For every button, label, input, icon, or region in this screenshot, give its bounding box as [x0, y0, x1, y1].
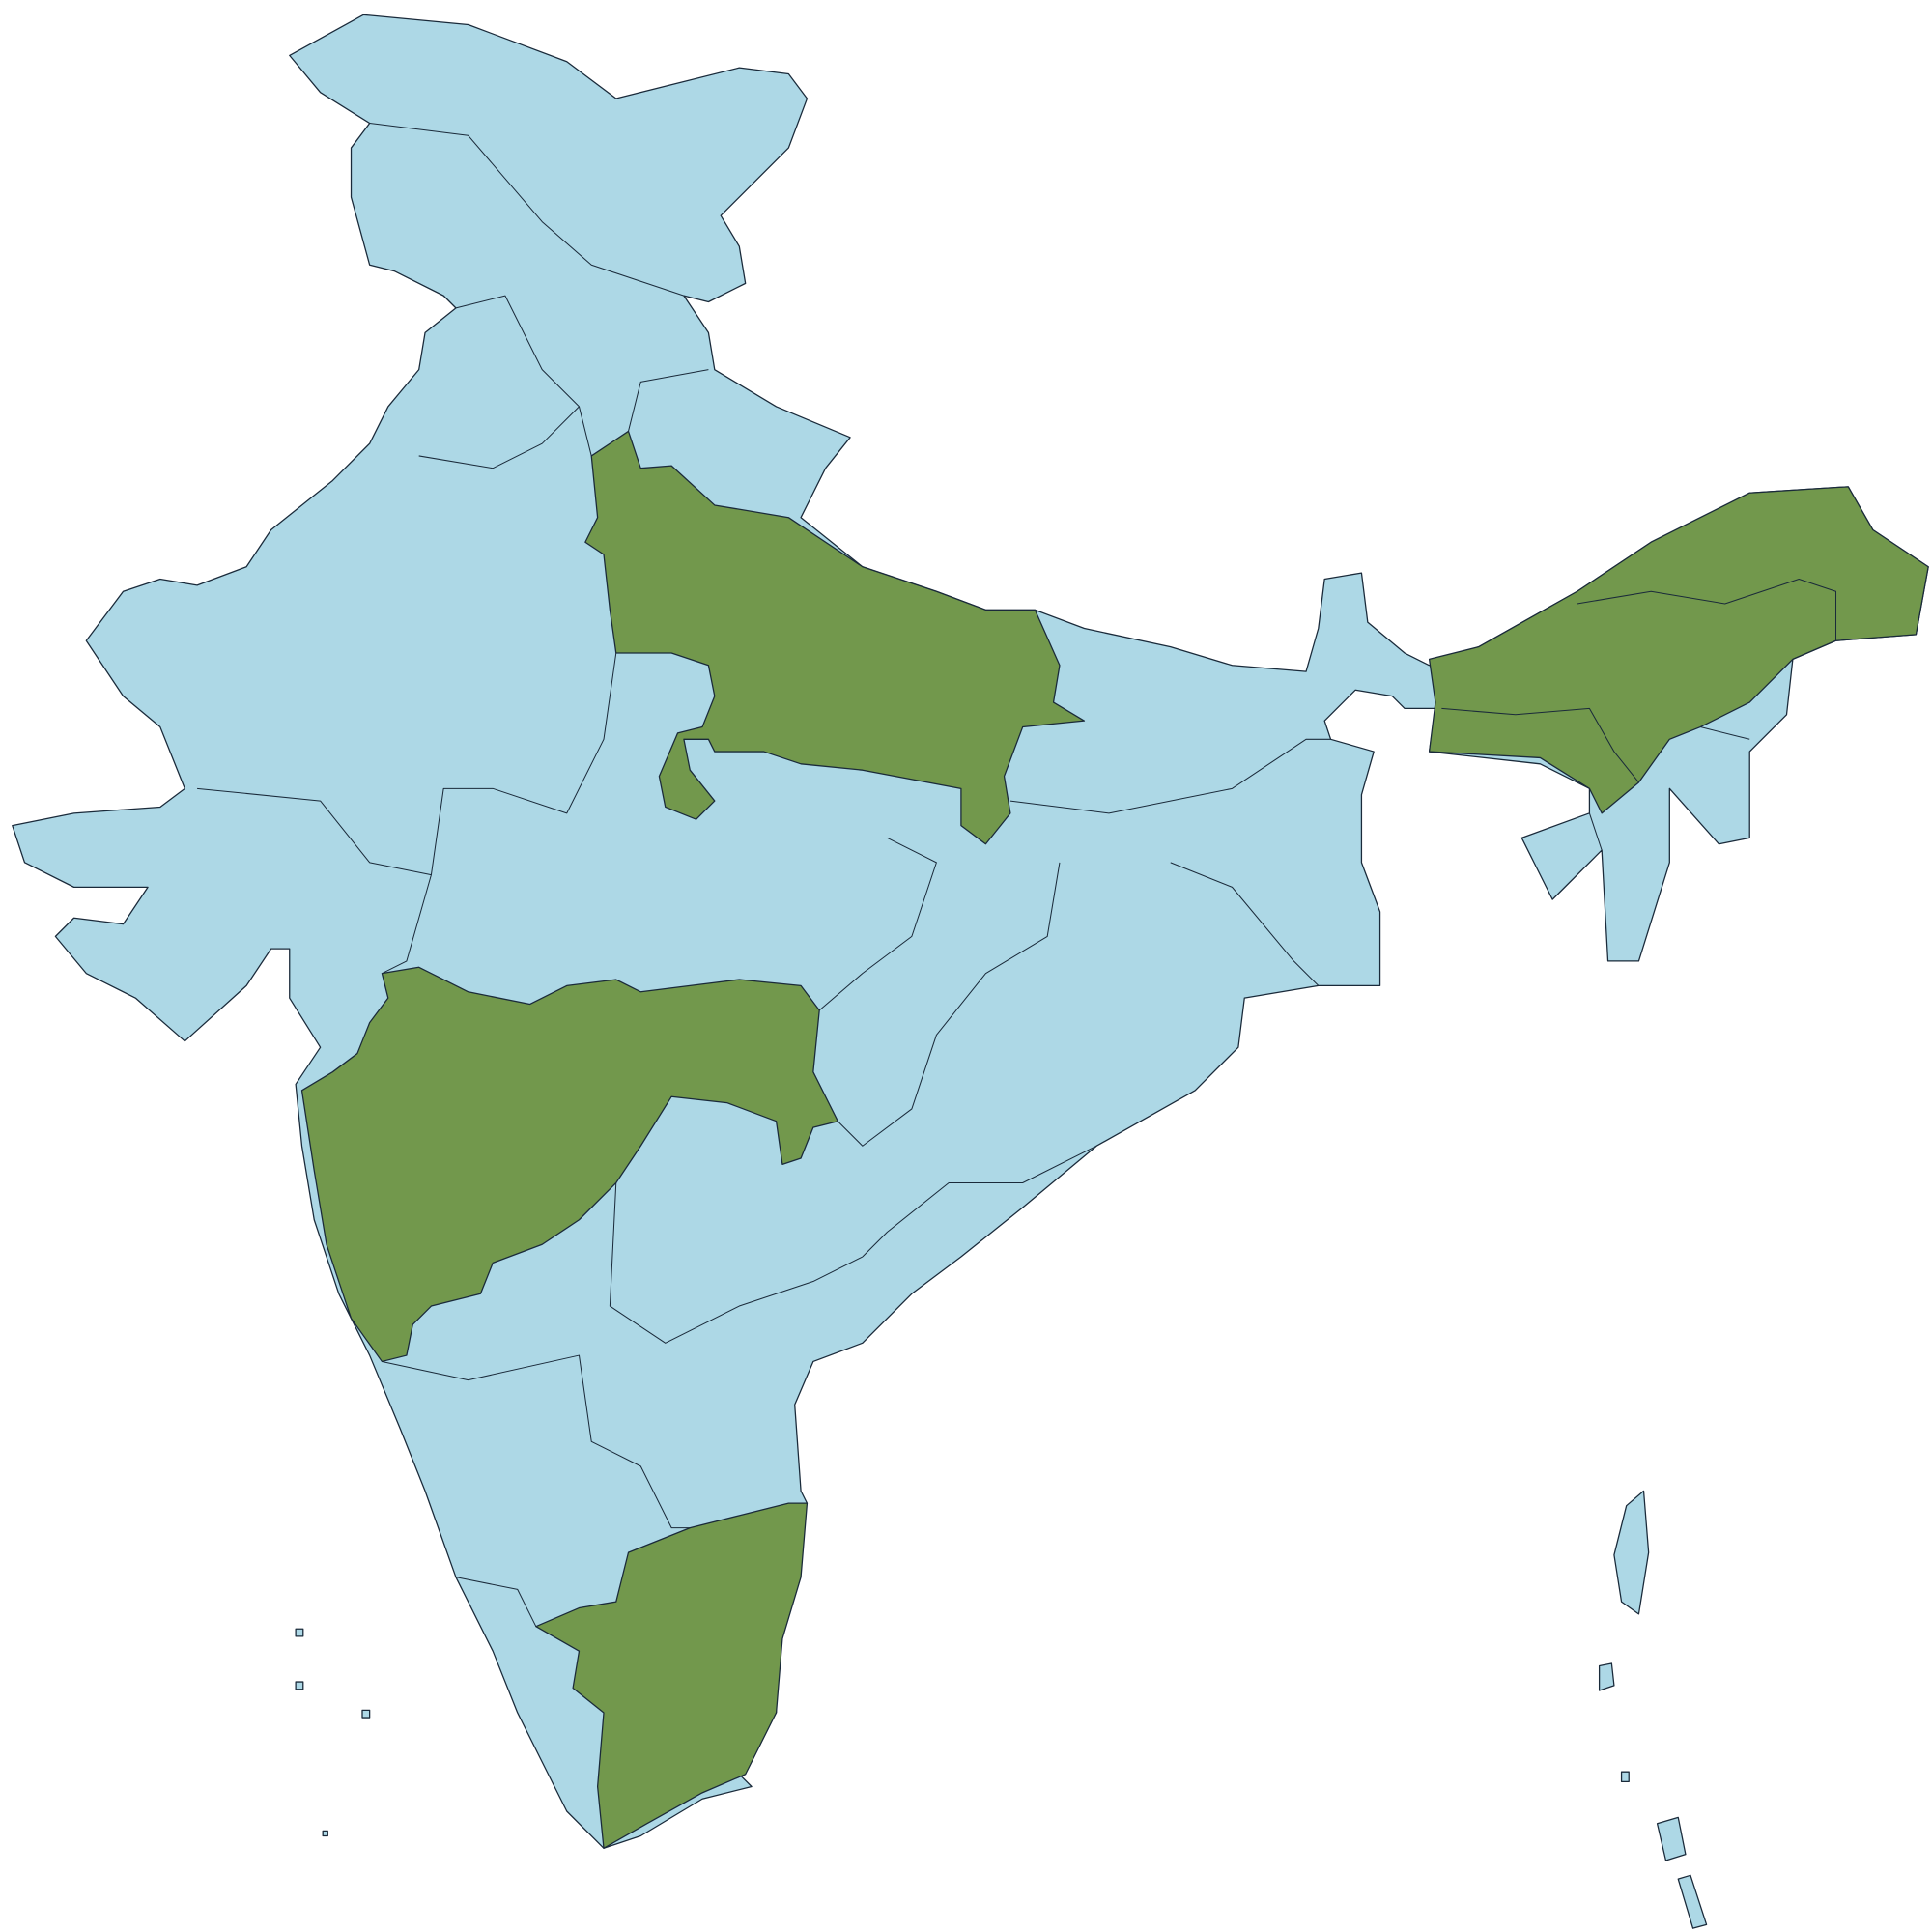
lakshadweep-island	[322, 1830, 328, 1837]
nicobar-island	[1598, 1662, 1615, 1691]
state-border	[455, 295, 592, 457]
state-border	[628, 369, 709, 432]
state-border	[837, 862, 1061, 1147]
lakshadweep-island	[361, 1709, 371, 1719]
state-border	[455, 1577, 537, 1627]
state-border	[818, 837, 937, 1011]
lakshadweep-island	[295, 1628, 304, 1637]
andaman-islands	[1613, 1490, 1650, 1615]
state-border	[862, 1145, 1097, 1258]
lakshadweep-island	[295, 1681, 304, 1690]
nicobar-island	[1656, 1816, 1687, 1861]
state-border	[1170, 862, 1320, 986]
nicobar-island	[1620, 1771, 1630, 1783]
state-border	[418, 406, 580, 469]
state-border	[1441, 707, 1639, 783]
highlighted-region	[584, 430, 1086, 845]
state-border	[1577, 578, 1837, 641]
state-border	[382, 1354, 691, 1529]
state-border	[430, 652, 617, 875]
highlighted-region	[1428, 486, 1929, 814]
state-border	[1588, 812, 1603, 851]
state-border	[609, 1182, 864, 1344]
nicobar-island	[1677, 1874, 1708, 1929]
highlighted-region	[535, 1502, 809, 1849]
state-border	[1009, 738, 1331, 814]
state-border	[1700, 726, 1750, 740]
state-border	[197, 787, 432, 975]
highlighted-region	[300, 966, 838, 1363]
state-border	[369, 123, 685, 297]
